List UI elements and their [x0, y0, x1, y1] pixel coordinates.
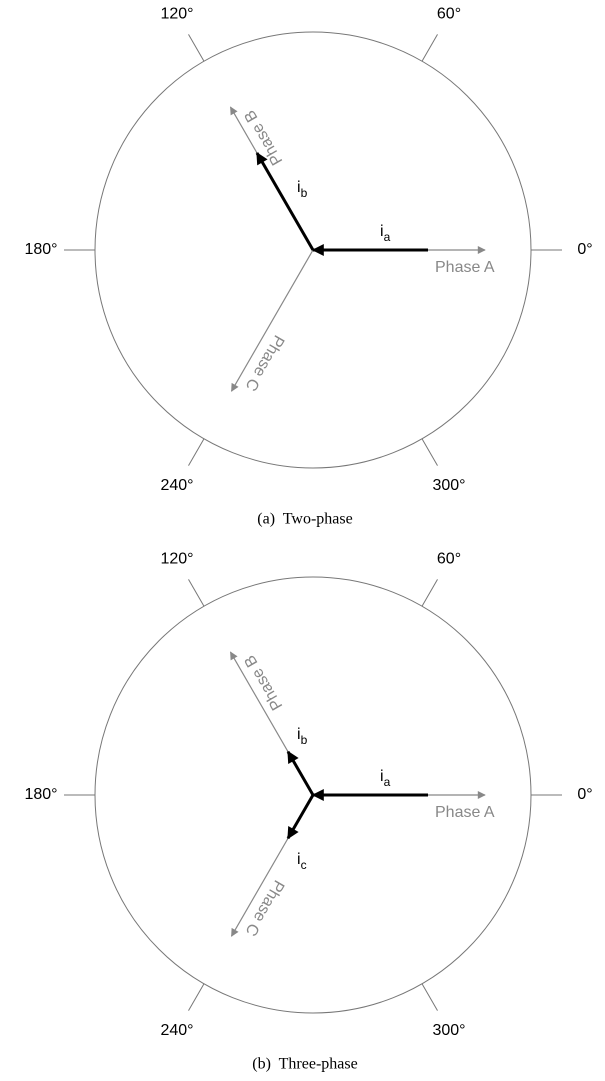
angle-label: 300° — [432, 1022, 465, 1039]
angle-label: 180° — [24, 786, 57, 803]
angle-label: 120° — [160, 551, 193, 568]
angle-label: 60° — [437, 551, 461, 568]
angle-label: 0° — [577, 241, 592, 258]
current-vector — [286, 750, 315, 796]
current-symbol: i — [380, 768, 384, 785]
angle-label: 0° — [577, 786, 592, 803]
angle-label: 180° — [24, 241, 57, 258]
angle-tick — [421, 579, 438, 607]
angle-tick — [421, 983, 438, 1011]
current-subscript: a — [384, 230, 391, 244]
current-subscript: b — [301, 733, 308, 747]
current-vector — [255, 151, 315, 251]
angle-tick — [188, 438, 205, 466]
angle-label: 60° — [437, 6, 461, 23]
current-subscript: b — [301, 186, 308, 200]
current-label: ia — [380, 223, 391, 244]
angle-tick — [421, 34, 438, 62]
angle-label: 120° — [160, 6, 193, 23]
current-symbol: i — [297, 179, 301, 196]
angle-label: 300° — [432, 477, 465, 494]
current-subscript: c — [301, 858, 307, 872]
caption: (b) Three-phase — [252, 1056, 357, 1073]
current-label: ia — [380, 768, 391, 789]
phase-label: Phase A — [435, 259, 495, 276]
caption: (a) Two-phase — [257, 511, 352, 528]
current-subscript: a — [384, 775, 391, 789]
angle-tick — [188, 579, 205, 607]
current-symbol: i — [297, 851, 301, 868]
current-vector — [286, 794, 315, 840]
phase-axis — [230, 249, 314, 392]
angle-label: 240° — [160, 477, 193, 494]
angle-label: 240° — [160, 1022, 193, 1039]
current-label: ic — [297, 851, 307, 872]
current-label: ib — [297, 726, 308, 747]
angle-tick — [421, 438, 438, 466]
phase-label: Phase A — [435, 804, 495, 821]
current-symbol: i — [380, 223, 384, 240]
current-symbol: i — [297, 726, 301, 743]
angle-tick — [188, 34, 205, 62]
angle-tick — [188, 983, 205, 1011]
current-label: ib — [297, 179, 308, 200]
